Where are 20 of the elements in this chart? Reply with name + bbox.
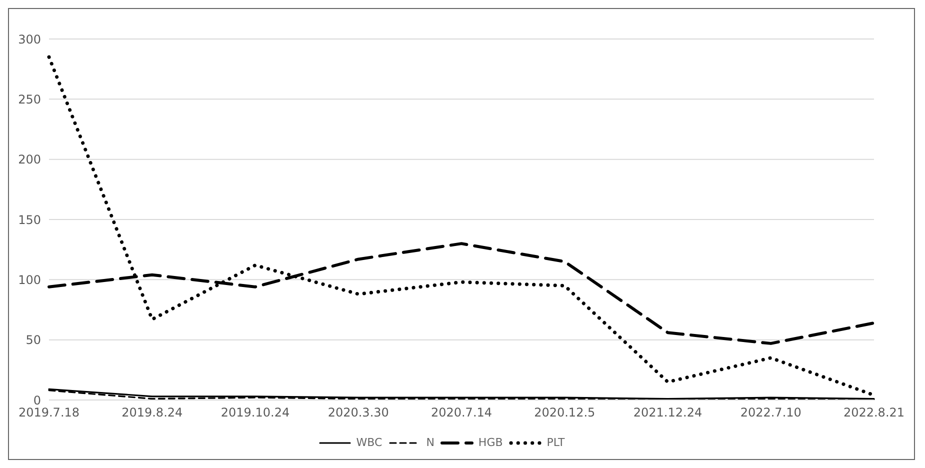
x-tick-label: 2019.10.24: [220, 406, 290, 420]
y-tick-label: 300: [18, 32, 41, 46]
y-tick-label: 0: [33, 393, 41, 408]
y-tick-label: 50: [26, 333, 41, 348]
x-tick-label: 2020.7.14: [430, 406, 492, 420]
y-tick-label: 150: [18, 212, 41, 227]
y-tick-label: 100: [18, 272, 41, 287]
x-tick-label: 2020.3.30: [328, 406, 389, 420]
x-tick-label: 2021.12.24: [633, 406, 702, 420]
legend-label: N: [426, 436, 434, 449]
y-tick-label: 200: [18, 152, 41, 167]
y-tick-label: 250: [18, 92, 41, 106]
x-tick-label: 2019.7.18: [18, 406, 80, 420]
legend-label: PLT: [546, 436, 565, 449]
x-tick-label: 2019.8.24: [122, 406, 183, 420]
x-tick-label: 2022.7.10: [740, 406, 802, 420]
legend-label: WBC: [356, 436, 382, 449]
legend-label: HGB: [478, 436, 503, 449]
x-tick-label: 2020.12.5: [534, 406, 596, 420]
x-tick-label: 2022.8.21: [843, 406, 905, 420]
